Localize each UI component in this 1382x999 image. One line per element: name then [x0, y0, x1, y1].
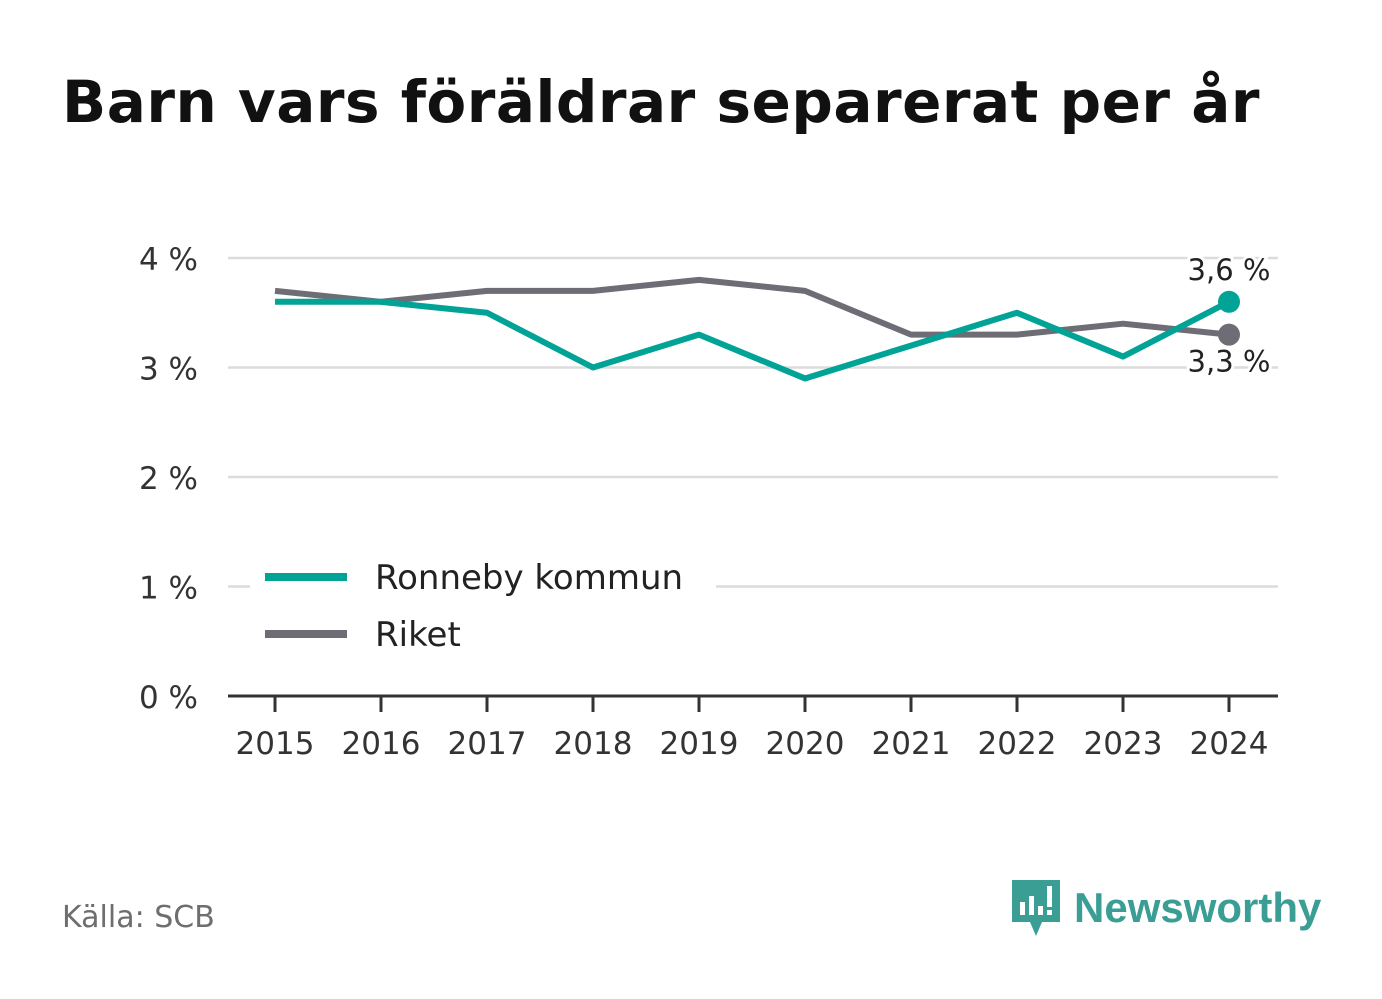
newsworthy-logo-icon — [1012, 880, 1060, 936]
x-tick-label: 2017 — [448, 726, 527, 762]
series-line — [274, 276, 1230, 338]
data-label: 3,6 % — [1188, 253, 1271, 287]
x-tick-label: 2018 — [554, 726, 633, 762]
x-tick-label: 2022 — [978, 726, 1057, 762]
x-tick-label: 2020 — [766, 726, 845, 762]
y-tick-label: 2 % — [139, 461, 198, 497]
x-tick-label: 2024 — [1190, 726, 1269, 762]
y-tick-label: 1 % — [139, 571, 198, 607]
data-label: 3,3 % — [1188, 345, 1271, 379]
legend-background — [250, 548, 716, 668]
chart-title: Barn vars föräldrar separerat per år — [62, 68, 1260, 136]
y-tick-label: 3 % — [139, 352, 198, 388]
legend-label: Riket — [375, 615, 461, 655]
legend-label: Ronneby kommun — [375, 558, 683, 598]
x-tick-label: 2019 — [660, 726, 739, 762]
y-tick-label: 0 % — [139, 680, 198, 716]
x-tick-label: 2016 — [342, 726, 421, 762]
brand-logo: Newsworthy — [1010, 878, 1321, 938]
x-tick-label: 2015 — [236, 726, 315, 762]
x-tick-label: 2021 — [872, 726, 951, 762]
source-note: Källa: SCB — [62, 900, 215, 935]
series-end-point — [1218, 323, 1240, 346]
series-line — [275, 298, 1231, 382]
series-end-point — [1218, 290, 1240, 313]
y-tick-label: 4 % — [139, 242, 198, 278]
brand-name: Newsworthy — [1074, 884, 1322, 931]
x-tick-label: 2023 — [1084, 726, 1163, 762]
